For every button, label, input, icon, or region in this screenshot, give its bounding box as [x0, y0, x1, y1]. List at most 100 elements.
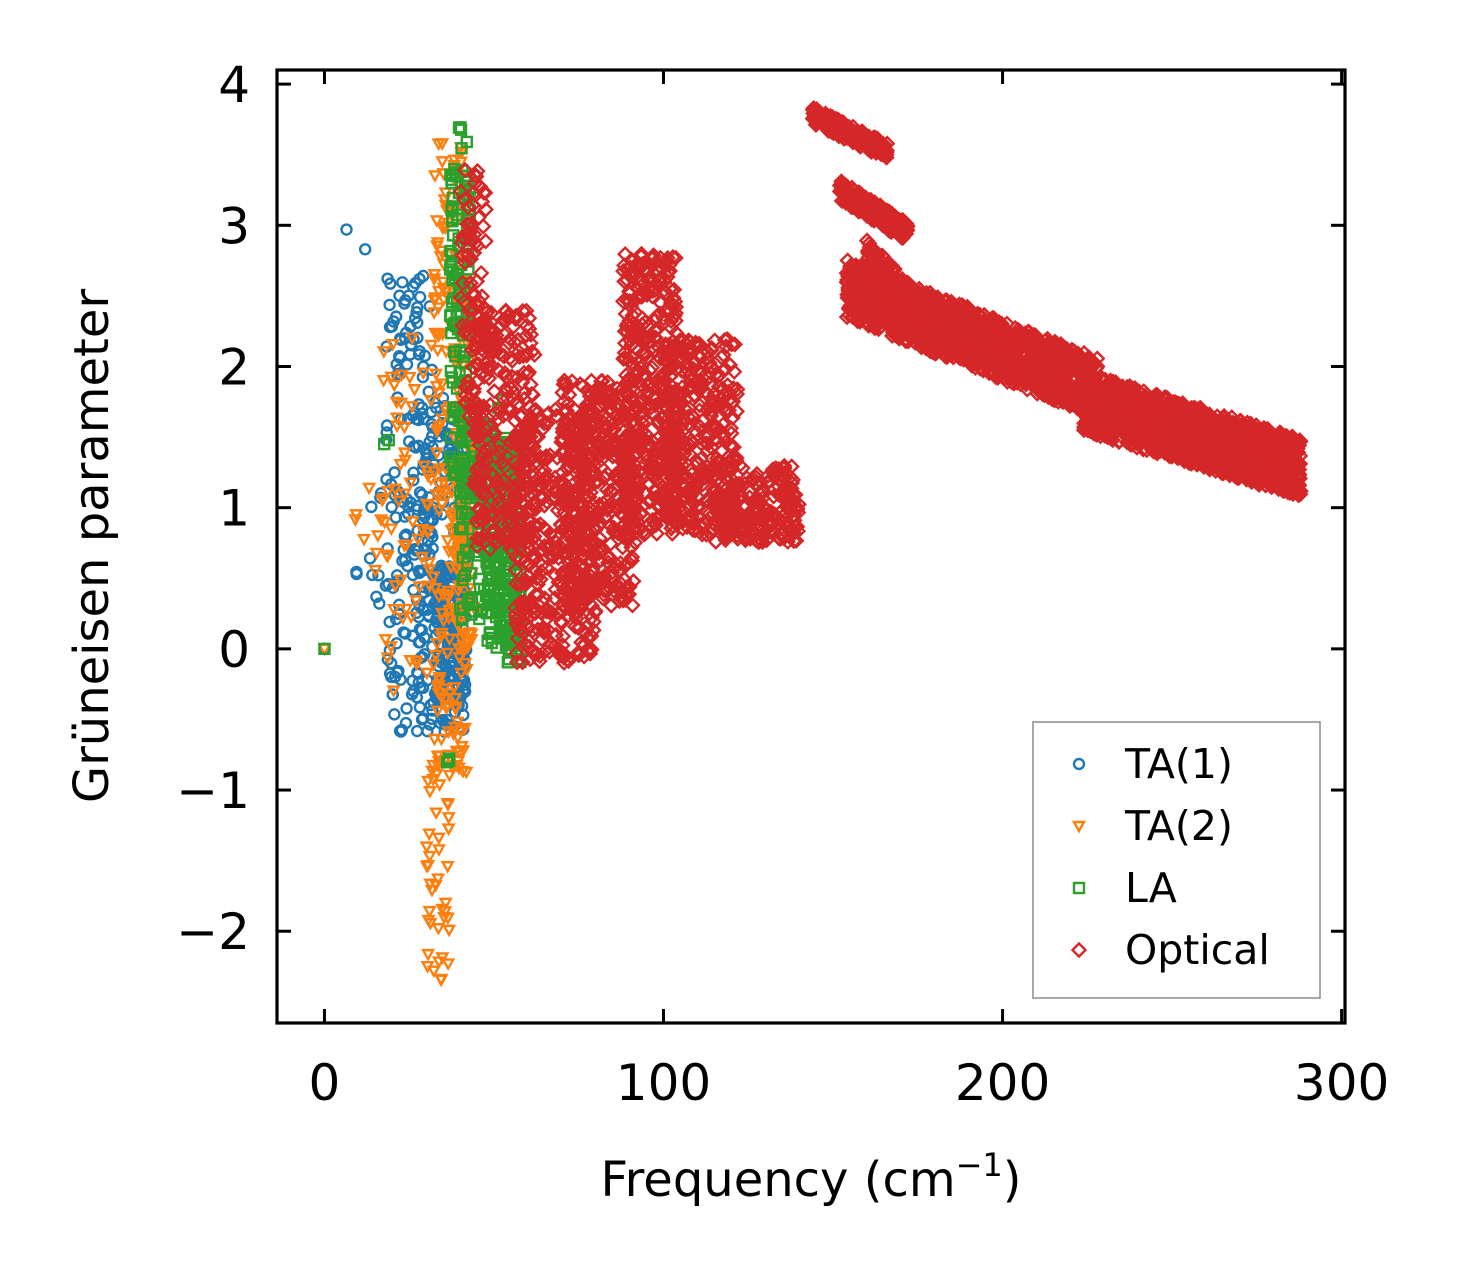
- data-point: [429, 380, 444, 394]
- data-point: [459, 766, 474, 780]
- data-point: [358, 243, 372, 256]
- data-point: [438, 906, 453, 919]
- data-point: [494, 453, 511, 471]
- data-point: [428, 327, 443, 341]
- data-point: [423, 394, 438, 408]
- data-point: [452, 289, 470, 307]
- data-point: [356, 534, 372, 547]
- data-point: [515, 364, 533, 382]
- data-point: [453, 522, 467, 536]
- data-point: [400, 702, 413, 715]
- data-point: [458, 225, 476, 243]
- data-point: [524, 599, 541, 616]
- data-point: [422, 557, 437, 571]
- data-point: [445, 512, 460, 526]
- data-point: [388, 708, 401, 721]
- data-point: [459, 216, 476, 233]
- data-point: [422, 850, 437, 864]
- data-point: [447, 682, 462, 695]
- data-point: [495, 599, 509, 613]
- data-point: [456, 161, 474, 179]
- data-point: [426, 759, 441, 773]
- data-point: [429, 215, 444, 228]
- data-point: [441, 545, 456, 559]
- data-point: [519, 446, 536, 464]
- data-point: [518, 347, 535, 364]
- data-point: [449, 745, 464, 759]
- data-point: [469, 162, 486, 180]
- data-point: [430, 705, 445, 719]
- data-point: [437, 487, 452, 501]
- data-point: [451, 212, 464, 226]
- data-point: [505, 391, 523, 409]
- data-point: [490, 488, 507, 505]
- data-point: [467, 394, 484, 411]
- data-point: [474, 605, 488, 618]
- data-point: [442, 633, 457, 647]
- data-point: [457, 628, 472, 642]
- data-point: [427, 307, 442, 320]
- data-point: [464, 567, 478, 580]
- data-point: [429, 447, 444, 461]
- series-optical: [452, 100, 1309, 671]
- data-point: [470, 292, 487, 309]
- data-point: [431, 302, 446, 316]
- data-point: [486, 383, 503, 400]
- data-point: [374, 514, 389, 528]
- data-point: [460, 135, 473, 149]
- data-point: [446, 265, 460, 279]
- data-point: [423, 878, 438, 892]
- data-point: [426, 704, 439, 717]
- data-point: [527, 586, 544, 603]
- data-point: [483, 627, 496, 641]
- data-point: [440, 647, 455, 661]
- data-point: [370, 530, 385, 543]
- data-point: [365, 500, 378, 514]
- data-point: [431, 923, 446, 936]
- data-point: [481, 507, 498, 524]
- data-point: [459, 535, 474, 548]
- data-point: [340, 223, 353, 236]
- data-point: [416, 712, 430, 725]
- data-point: [413, 566, 426, 580]
- data-point: [384, 277, 397, 290]
- data-point: [388, 580, 403, 593]
- data-point: [393, 458, 408, 472]
- data-point: [463, 341, 481, 359]
- data-point: [477, 486, 494, 503]
- data-point: [497, 312, 514, 329]
- data-point: [427, 170, 442, 183]
- data-point: [429, 425, 445, 439]
- data-point: [457, 657, 473, 671]
- data-point: [503, 368, 521, 385]
- data-point: [479, 304, 496, 321]
- data-point: [432, 504, 447, 518]
- data-point: [456, 521, 469, 534]
- data-point: [350, 567, 363, 581]
- data-point: [442, 688, 457, 702]
- data-point: [434, 691, 449, 705]
- data-point: [348, 514, 363, 527]
- data-point: [424, 884, 440, 898]
- data-point: [419, 841, 434, 855]
- data-point: [399, 539, 414, 553]
- data-point: [378, 634, 393, 647]
- data-point: [405, 516, 420, 529]
- data-point: [456, 573, 469, 587]
- data-point: [431, 478, 446, 492]
- data-point: [502, 646, 516, 659]
- data-point: [383, 298, 396, 312]
- data-point: [477, 440, 494, 458]
- data-point: [414, 551, 429, 565]
- data-point: [440, 535, 455, 548]
- data-point: [444, 364, 458, 378]
- data-point: [422, 905, 437, 919]
- data-point: [462, 545, 475, 558]
- data-point: [421, 948, 436, 962]
- data-point: [458, 321, 475, 339]
- data-point: [373, 597, 386, 610]
- data-point: [481, 634, 494, 647]
- data-points-layer: [317, 100, 1309, 988]
